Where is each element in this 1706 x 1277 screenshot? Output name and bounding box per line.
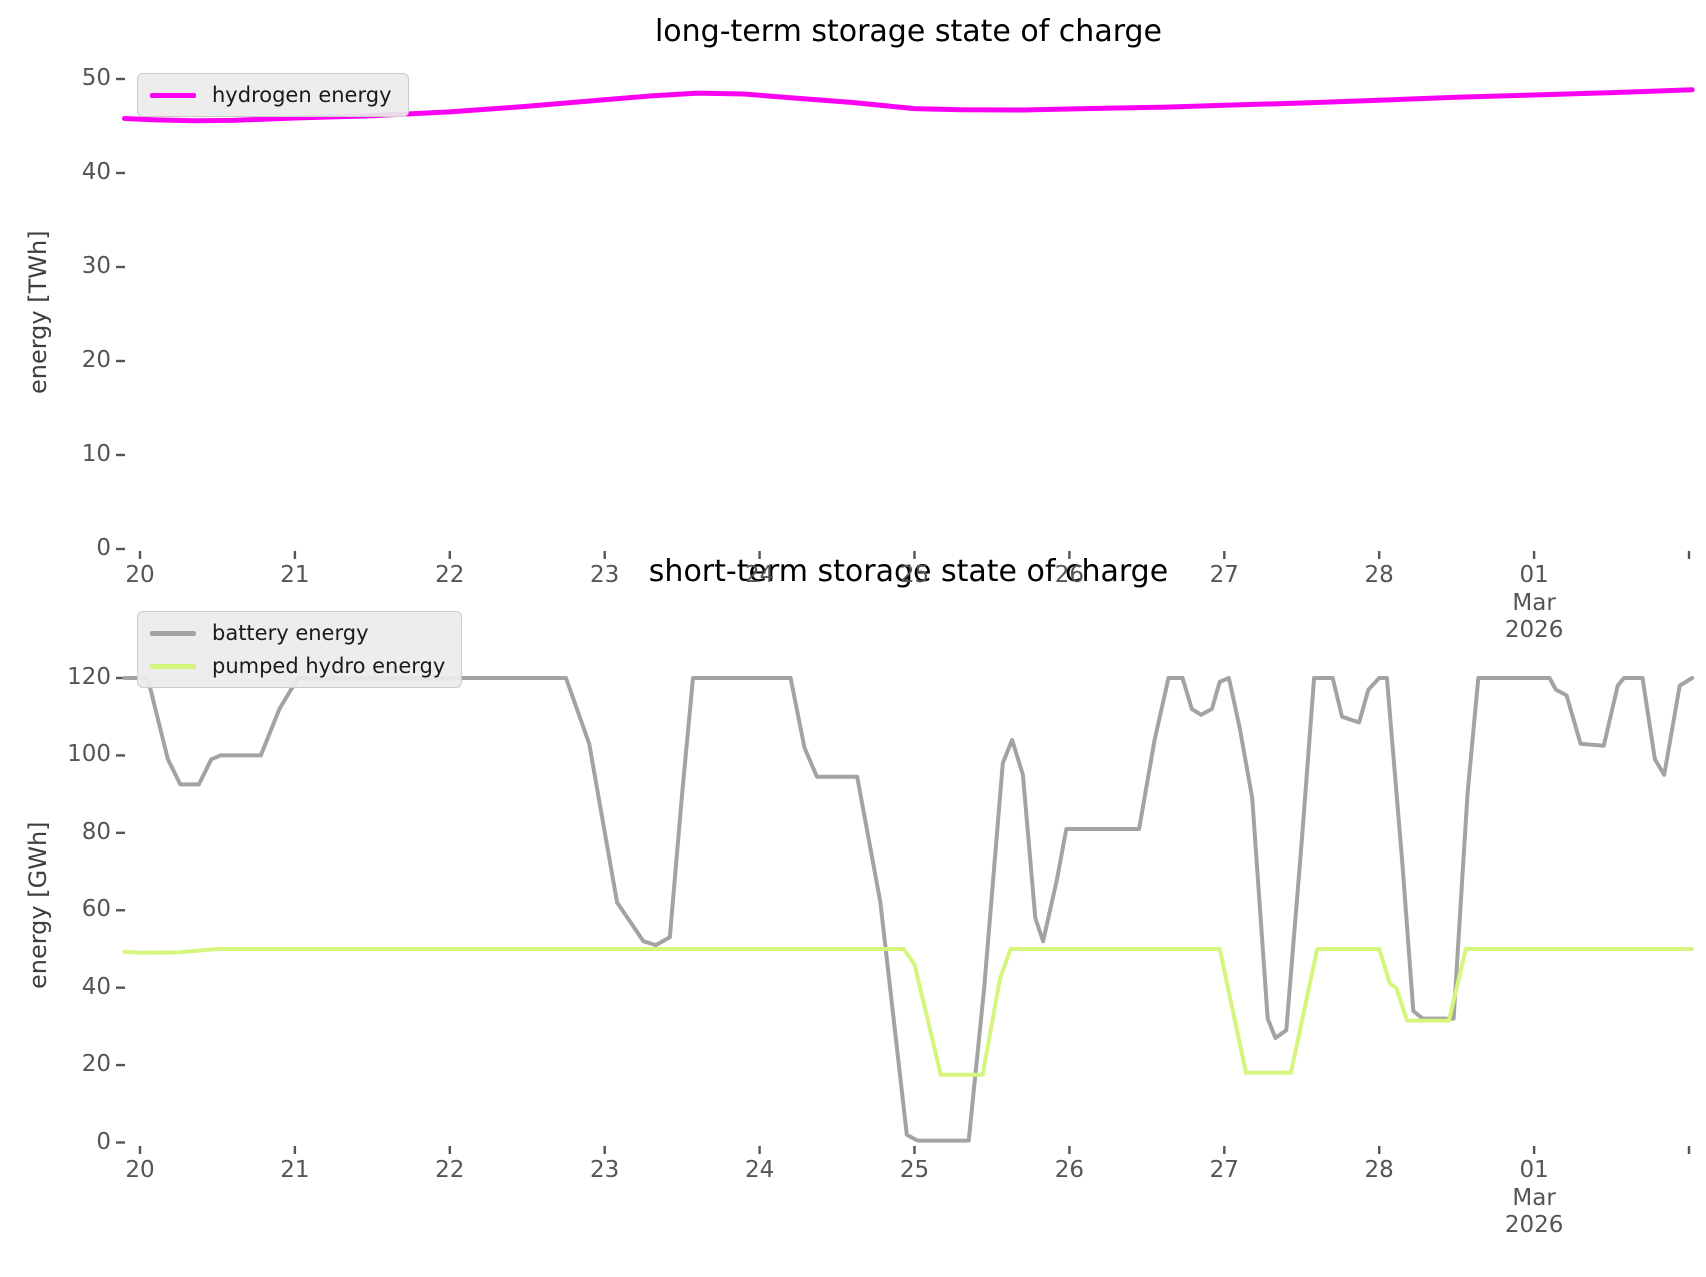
x-tick-label: 27 (1209, 562, 1239, 588)
legend-label-hydrogen: hydrogen energy (212, 83, 392, 107)
legend-row-hydrogen: hydrogen energy (150, 83, 392, 107)
chart2-legend: battery energy pumped hydro energy (137, 611, 463, 688)
y-tick-label: 50 (81, 65, 111, 91)
pumped-hydro-energy-line-swatch (150, 663, 196, 669)
y-tick-label: 20 (81, 347, 111, 373)
y-tick-label: 0 (96, 1128, 111, 1155)
x-tick-label: 21 (280, 1157, 310, 1183)
x-tick-label: 28 (1364, 1157, 1394, 1183)
y-tick-label: 100 (67, 741, 111, 768)
x-tick-label: 01 Mar 2026 (1504, 562, 1564, 644)
legend-label-pumped-hydro: pumped hydro energy (212, 654, 446, 678)
x-tick-label: 28 (1364, 562, 1394, 588)
y-tick-label: 80 (81, 818, 111, 845)
x-tick-label: 22 (435, 562, 465, 588)
x-tick-label: 20 (125, 562, 155, 588)
x-tick-label: 21 (280, 562, 310, 588)
chart1-legend: hydrogen energy (137, 73, 409, 117)
pumped-hydro-energy-line (122, 947, 1695, 1077)
x-tick-label: 20 (125, 1157, 155, 1183)
x-tick-label: 26 (1054, 562, 1085, 588)
y-tick-label: 10 (81, 441, 111, 467)
y-tick-label: 40 (81, 159, 111, 185)
battery-energy-line-swatch (150, 630, 196, 636)
x-tick-label: 26 (1054, 1157, 1085, 1183)
y-tick-label: 20 (81, 1051, 111, 1078)
y-tick-label: 0 (96, 535, 111, 561)
battery-energy-line (122, 676, 1695, 1143)
x-tick-label: 27 (1209, 1157, 1239, 1183)
hydrogen-energy-line (122, 87, 1695, 124)
y-tick-label: 60 (81, 896, 111, 923)
chart2-title: short-term storage state of charge (648, 554, 1169, 589)
x-tick-label: 24 (744, 1157, 775, 1183)
chart1-title: long-term storage state of charge (654, 14, 1163, 49)
x-tick-label: 25 (899, 562, 930, 588)
x-tick-label: 01 Mar 2026 (1504, 1157, 1564, 1239)
legend-label-battery: battery energy (212, 621, 369, 645)
legend-row-battery: battery energy (150, 621, 445, 645)
x-tick-label: 22 (435, 1157, 465, 1183)
x-tick-label: 23 (590, 1157, 620, 1183)
legend-row-pumped-hydro: pumped hydro energy (150, 654, 445, 678)
y-tick-label: 120 (67, 664, 111, 690)
x-tick-label: 25 (899, 1157, 930, 1183)
y-tick-label: 30 (81, 253, 111, 279)
hydrogen-energy-line-swatch (150, 92, 196, 98)
x-tick-label: 23 (590, 562, 620, 588)
y-tick-label: 40 (81, 973, 111, 1000)
x-tick-label: 24 (744, 562, 775, 588)
